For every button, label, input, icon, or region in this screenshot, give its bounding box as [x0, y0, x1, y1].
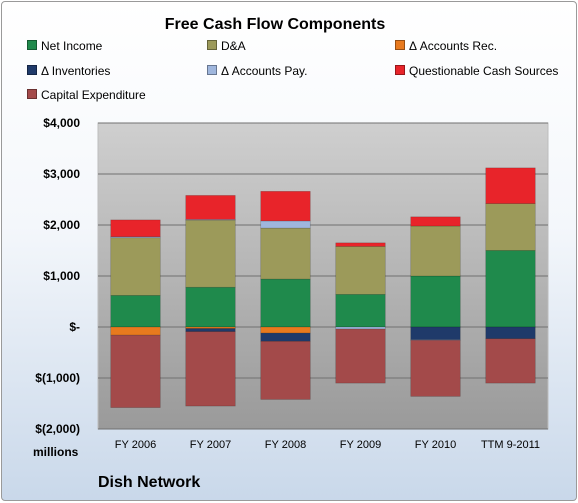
bar-segment: [335, 326, 386, 330]
y-tick-label: $(2,000): [35, 422, 80, 436]
legend-swatch: [207, 40, 217, 50]
legend-item: Net Income: [27, 39, 102, 53]
y-tick-label: $2,000: [43, 218, 80, 232]
bar-segment: [335, 294, 386, 328]
bar-segment: [410, 326, 461, 341]
legend-swatch: [395, 65, 405, 75]
bar-segment: [110, 219, 161, 238]
legend-label: Δ Accounts Rec.: [409, 39, 498, 53]
units-label: millions: [33, 445, 79, 459]
legend-item: D&A: [207, 39, 246, 53]
legend-swatch: [395, 40, 405, 50]
y-tick-label: $-: [69, 320, 80, 334]
bar-segment: [260, 340, 311, 400]
bar-segment: [335, 246, 386, 295]
bar-segment: [410, 275, 461, 328]
legend-item: Questionable Cash Sources: [395, 64, 558, 78]
legend-item: Δ Inventories: [27, 64, 110, 78]
bar-segment: [110, 295, 161, 328]
bar-segment: [260, 326, 311, 334]
legend-label: Δ Accounts Pay.: [221, 64, 308, 78]
bar-segment: [185, 331, 236, 407]
bar-segment: [260, 332, 311, 342]
bar-segment: [335, 242, 386, 247]
bar-segment: [485, 167, 536, 204]
x-tick-label: FY 2008: [265, 439, 306, 451]
bar-segment: [110, 326, 161, 336]
bar-segment: [485, 326, 536, 340]
bar-segment: [335, 328, 386, 384]
x-tick-label: TTM 9-2011: [481, 439, 540, 451]
bar-segment: [485, 338, 536, 384]
bar-segment: [110, 334, 161, 408]
bar-segment: [185, 286, 236, 328]
bar-segment: [260, 227, 311, 280]
legend-swatch: [207, 65, 217, 75]
bar-segment: [260, 191, 311, 222]
legend-label: Δ Inventories: [41, 64, 111, 78]
x-tick-label: FY 2010: [415, 439, 456, 451]
y-tick-label: $(1,000): [35, 371, 80, 385]
chart-title: Free Cash Flow Components: [164, 16, 386, 33]
bar-segment: [410, 225, 461, 277]
bar-segment: [485, 203, 536, 251]
legend-item: Δ Accounts Rec.: [395, 39, 497, 53]
bar-segment: [110, 237, 161, 296]
bar-segment: [185, 219, 236, 288]
legend-swatch: [27, 40, 37, 50]
bar-segment: [185, 328, 236, 332]
bar-segment: [485, 250, 536, 328]
legend-item: Δ Accounts Pay.: [207, 64, 308, 78]
y-tick-label: $4,000: [43, 116, 80, 130]
bar-segment: [260, 278, 311, 328]
y-tick-label: $3,000: [43, 167, 80, 181]
bar-segment: [185, 195, 236, 220]
legend-label: Capital Expenditure: [41, 88, 146, 102]
legend-label: Net Income: [41, 39, 103, 53]
legend-label: D&A: [221, 39, 246, 53]
legend-label: Questionable Cash Sources: [409, 64, 559, 78]
legend-item: Capital Expenditure: [27, 88, 146, 102]
legend-swatch: [27, 65, 37, 75]
bar-segment: [410, 339, 461, 397]
legend-swatch: [27, 89, 37, 99]
company-name: Dish Network: [98, 474, 201, 491]
y-tick-label: $1,000: [43, 269, 80, 283]
x-tick-label: FY 2006: [115, 439, 156, 451]
bar-segment: [260, 220, 311, 229]
x-tick-label: FY 2009: [340, 439, 381, 451]
bar-segment: [410, 216, 461, 227]
x-tick-label: FY 2007: [190, 439, 231, 451]
